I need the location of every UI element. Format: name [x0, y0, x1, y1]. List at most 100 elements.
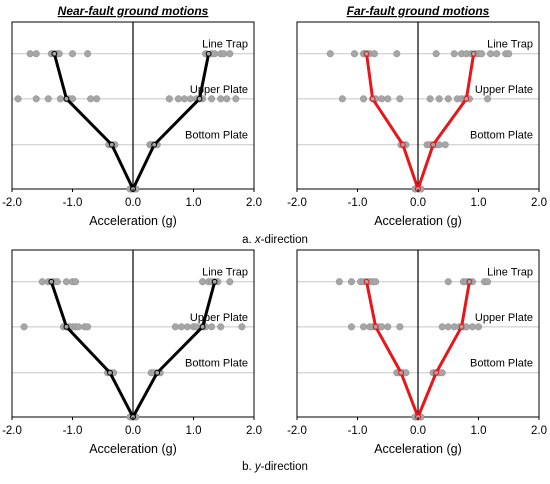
line-vertex-marker: [430, 141, 437, 148]
data-point: [505, 50, 513, 58]
series-line-negative: [365, 281, 420, 418]
line-vertex-marker: [199, 323, 206, 330]
data-point: [438, 369, 446, 377]
data-point: [438, 323, 446, 331]
x-tick-label: 1.0: [186, 425, 202, 437]
data-point: [180, 95, 188, 103]
data-point: [171, 323, 179, 331]
line-vertex-marker: [205, 50, 212, 57]
x-tick-label: 0.0: [410, 425, 426, 437]
data-point: [32, 95, 40, 103]
x-tick-label: -2.0: [2, 197, 22, 209]
data-point: [208, 95, 216, 103]
line-vertex-marker: [196, 95, 203, 102]
data-point: [226, 278, 234, 286]
level-label: Bottom Plate: [185, 130, 248, 142]
data-point: [326, 50, 334, 58]
line-vertex-marker: [398, 369, 404, 376]
line-vertex-marker: [108, 141, 115, 148]
series-line-positive: [131, 53, 211, 190]
line-vertex-marker: [63, 323, 70, 330]
x-tick-label: 2.0: [246, 425, 262, 437]
data-point: [347, 323, 356, 331]
line-vertex-marker: [211, 278, 218, 285]
data-point: [378, 323, 386, 331]
line-vertex-marker: [458, 323, 465, 330]
data-point: [444, 323, 452, 331]
x-tick-label: -2.0: [2, 425, 22, 437]
x-axis-label: Acceleration (g): [89, 214, 177, 228]
level-label: Line Trap: [487, 267, 533, 279]
x-tick-label: 0.0: [125, 425, 141, 437]
x-tick-label: 2.0: [531, 197, 547, 209]
data-point: [338, 95, 346, 103]
data-point: [360, 95, 368, 103]
data-point: [38, 278, 46, 286]
data-point: [335, 278, 343, 286]
line-vertex-marker: [151, 141, 158, 148]
line-vertex-marker: [470, 50, 477, 57]
line-vertex-marker: [63, 95, 70, 102]
data-point: [484, 278, 492, 286]
data-point: [360, 323, 368, 331]
x-tick-label: 0.0: [410, 197, 426, 209]
level-label: Bottom Plate: [470, 358, 533, 370]
level-label: Upper Plate: [475, 84, 533, 96]
data-point: [84, 50, 92, 58]
data-point: [474, 323, 483, 331]
data-point: [378, 95, 386, 103]
x-tick-label: 1.0: [471, 197, 487, 209]
x-tick-label: -1.0: [63, 197, 83, 209]
line-vertex-marker: [363, 50, 370, 57]
data-point: [93, 95, 101, 103]
data-point: [232, 95, 240, 103]
chart-far-y: Line Trap Upper Plate Bottom Plate -2.0 -1.0…: [287, 249, 547, 456]
data-point: [75, 323, 83, 331]
data-point: [71, 278, 80, 286]
data-point: [477, 50, 486, 58]
data-point: [14, 95, 22, 103]
data-point: [393, 50, 401, 58]
x-tick-label: -1.0: [348, 425, 368, 437]
level-label: Line Trap: [202, 267, 248, 279]
data-point: [186, 95, 195, 103]
data-point: [68, 50, 77, 58]
chart-near-x: Line Trap Upper Plate Bottom Plate -2.0 -1.0…: [2, 21, 262, 228]
line-vertex-marker: [372, 323, 379, 330]
series-line-positive: [131, 281, 217, 418]
data-point: [208, 323, 216, 331]
x-axis-label: Acceleration (g): [89, 442, 177, 456]
x-axis-label: Acceleration (g): [374, 442, 462, 456]
data-point: [444, 95, 452, 103]
x-tick-label: 1.0: [186, 197, 202, 209]
data-point: [370, 50, 378, 58]
data-point: [347, 278, 356, 286]
data-point: [493, 50, 501, 58]
data-point: [62, 278, 70, 286]
data-point: [44, 95, 52, 103]
data-point: [20, 323, 28, 331]
data-point: [53, 278, 61, 286]
level-label: Line Trap: [487, 39, 533, 51]
line-vertex-marker: [369, 95, 376, 102]
x-tick-label: 1.0: [471, 425, 487, 437]
line-vertex-marker: [466, 278, 473, 285]
data-point: [396, 95, 404, 103]
line-vertex-marker: [51, 50, 58, 57]
data-point: [32, 50, 40, 58]
data-point: [217, 95, 225, 103]
line-vertex-marker: [48, 278, 55, 285]
data-point: [435, 141, 443, 149]
line-vertex-marker: [463, 95, 470, 102]
caption-x-direction: a. x-direction: [242, 234, 308, 246]
data-point: [435, 95, 443, 103]
series-line-positive: [416, 53, 476, 190]
level-label: Bottom Plate: [470, 130, 533, 142]
x-tick-label: 2.0: [531, 425, 547, 437]
data-point: [56, 95, 64, 103]
line-vertex-marker: [107, 369, 113, 376]
x-axis-label: Acceleration (g): [374, 214, 462, 228]
series-line-negative: [49, 281, 135, 418]
data-point: [444, 278, 452, 286]
